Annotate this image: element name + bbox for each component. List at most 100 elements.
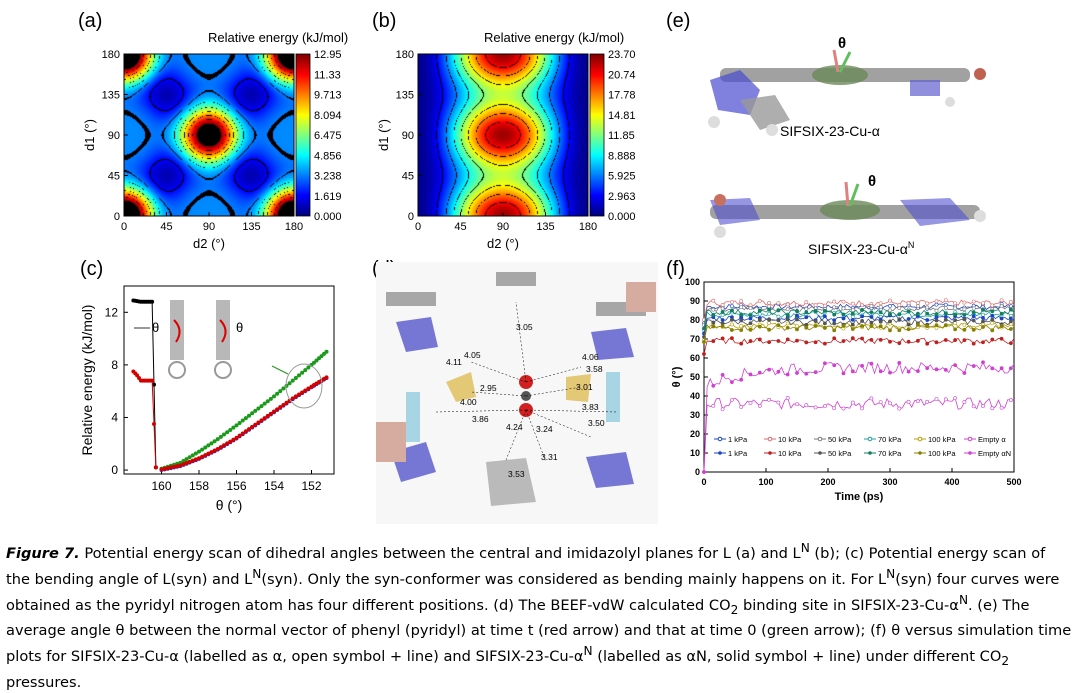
- data-point: [878, 319, 883, 324]
- data-point: [860, 363, 865, 368]
- data-point: [711, 383, 716, 388]
- data-point: [739, 341, 744, 346]
- data-point: [832, 299, 837, 304]
- caption-text-7: (labelled as αN, solid symbol + line) un…: [592, 648, 1002, 666]
- data-point: [878, 301, 883, 306]
- data-point: [190, 458, 195, 463]
- distance-label: 4.11: [446, 357, 462, 367]
- colorbar-tick-label: 6.475: [314, 130, 342, 142]
- molecule-alpha-n: [710, 181, 986, 238]
- data-point: [240, 418, 245, 423]
- x-tick-label: 0: [701, 477, 706, 487]
- colorbar-tick-label: 9.713: [314, 90, 342, 102]
- data-point: [1008, 366, 1013, 371]
- data-point: [785, 313, 790, 318]
- data-point: [190, 453, 195, 458]
- data-point: [757, 299, 762, 303]
- data-point: [748, 306, 753, 310]
- data-point: [272, 394, 276, 399]
- data-point: [776, 314, 781, 319]
- data-point: [878, 400, 883, 404]
- data-point: [813, 303, 818, 308]
- data-point: [943, 311, 948, 316]
- data-point: [822, 341, 827, 346]
- data-point: [841, 406, 846, 411]
- x-tick-label: 158: [189, 479, 209, 493]
- data-point: [841, 299, 846, 304]
- data-point: [822, 404, 827, 409]
- data-point: [234, 435, 239, 440]
- data-point: [860, 319, 865, 323]
- data-point: [259, 404, 264, 409]
- data-point: [767, 304, 772, 309]
- y-axis-label: θ (°): [671, 366, 683, 387]
- data-point: [243, 416, 248, 421]
- caption-sup-2: N: [252, 566, 262, 581]
- data-point: [181, 462, 186, 467]
- data-point: [739, 305, 744, 310]
- data-point: [776, 301, 781, 305]
- data-point: [804, 315, 809, 320]
- x-tick-label: 300: [882, 477, 897, 487]
- data-point: [237, 420, 242, 425]
- data-point: [281, 386, 286, 391]
- data-point: [247, 413, 251, 418]
- distance-label: 4.05: [464, 350, 481, 360]
- data-point: [869, 361, 874, 366]
- data-point: [925, 311, 930, 316]
- panel-label-e: (e): [666, 10, 691, 32]
- data-point: [869, 323, 874, 328]
- x-tick-label: 180: [579, 221, 597, 233]
- data-point: [897, 303, 902, 307]
- data-point: [748, 339, 753, 343]
- data-point: [720, 407, 725, 412]
- data-point: [785, 302, 790, 307]
- data-point: [300, 370, 305, 375]
- data-point: [702, 470, 706, 474]
- legend-entry: 1 kPa: [728, 449, 748, 458]
- data-point: [268, 396, 273, 401]
- data-point: [860, 406, 865, 411]
- y-tick-label: 180: [396, 49, 414, 61]
- data-point: [240, 431, 245, 436]
- data-point: [206, 443, 211, 448]
- data-point: [720, 313, 725, 318]
- data-point: [953, 306, 958, 311]
- data-point: [981, 325, 985, 329]
- mol-alpha-n-label: SIFSIX-23-Cu-αN: [808, 240, 914, 257]
- data-point: [297, 373, 301, 378]
- y-tick-label: 50: [690, 372, 700, 382]
- data-point: [934, 323, 939, 328]
- data-point: [776, 369, 781, 374]
- data-point: [187, 459, 192, 464]
- data-point: [767, 311, 772, 316]
- data-point: [767, 327, 772, 332]
- data-point: [869, 396, 874, 401]
- data-point: [971, 306, 976, 311]
- y-tick-label: 135: [102, 90, 120, 102]
- data-point: [256, 406, 261, 411]
- y-axis-label: d1 (°): [376, 119, 391, 151]
- distance-label: 3.05: [516, 322, 533, 332]
- data-point: [906, 322, 911, 327]
- data-point: [962, 400, 967, 404]
- data-point: [850, 400, 855, 405]
- data-point: [150, 299, 155, 304]
- data-point: [795, 402, 799, 407]
- y-tick-label: 90: [108, 130, 120, 142]
- data-point: [231, 437, 236, 442]
- data-point: [981, 404, 985, 409]
- data-point: [193, 457, 198, 462]
- data-point: [250, 424, 255, 429]
- panel-label-c: (c): [80, 258, 104, 280]
- data-point: [925, 305, 930, 310]
- data-point: [915, 338, 920, 343]
- data-point: [187, 455, 192, 460]
- data-point: [990, 303, 995, 308]
- data-point: [943, 323, 948, 328]
- data-point: [841, 323, 846, 328]
- data-point: [711, 324, 716, 329]
- data-point: [153, 465, 158, 470]
- data-point: [300, 390, 305, 395]
- data-point: [999, 311, 1004, 316]
